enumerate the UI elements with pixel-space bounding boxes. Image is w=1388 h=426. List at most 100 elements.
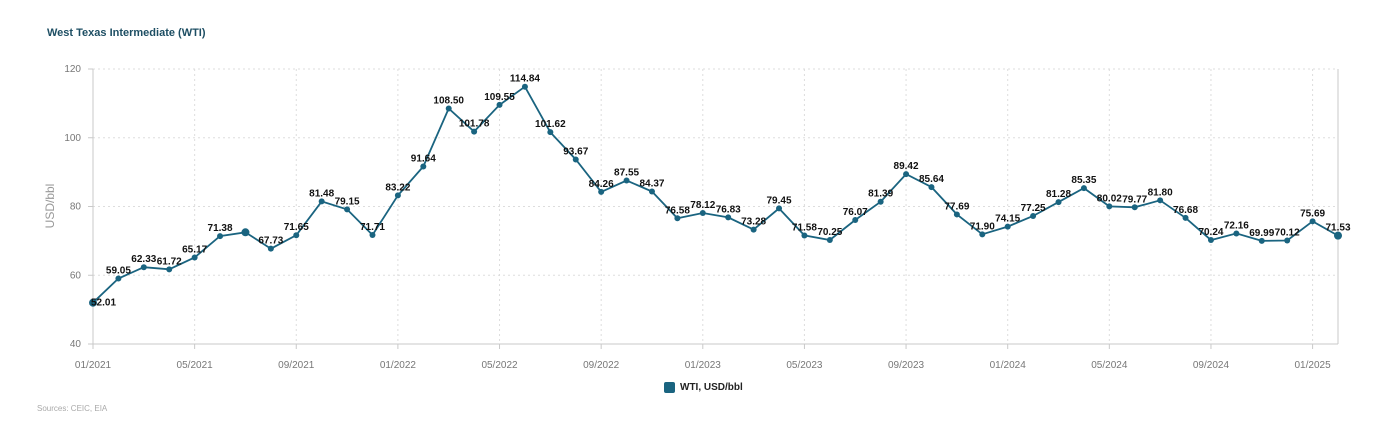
y-axis-label: USD/bbl [43, 184, 57, 229]
x-tick-label: 09/2024 [1193, 360, 1230, 371]
data-label: 101.62 [535, 119, 566, 130]
x-tick-label: 09/2021 [278, 360, 315, 371]
data-label: 70.24 [1198, 227, 1223, 238]
data-point[interactable] [521, 83, 528, 90]
data-label: 109.55 [484, 92, 515, 103]
data-point[interactable] [1157, 197, 1164, 204]
data-point[interactable] [903, 171, 910, 178]
data-point[interactable] [801, 232, 808, 239]
data-label: 114.84 [510, 74, 540, 85]
data-point[interactable] [1233, 230, 1240, 237]
data-point[interactable] [166, 266, 173, 273]
data-label: 84.26 [589, 179, 614, 190]
data-point[interactable] [953, 211, 960, 218]
data-point[interactable] [725, 214, 732, 221]
data-point[interactable] [1182, 214, 1189, 221]
y-tick-label: 60 [70, 270, 82, 281]
x-tick-label: 05/2021 [177, 360, 214, 371]
data-label: 77.69 [944, 201, 969, 212]
data-point[interactable] [191, 254, 198, 261]
data-label: 81.80 [1148, 187, 1173, 198]
data-label: 65.17 [182, 244, 207, 255]
data-label: 81.39 [868, 189, 893, 200]
x-tick-label: 05/2024 [1091, 360, 1128, 371]
data-point[interactable] [1309, 218, 1316, 225]
data-point[interactable] [267, 245, 274, 252]
y-tick-label: 100 [64, 133, 81, 144]
data-point[interactable] [648, 188, 655, 195]
data-point[interactable] [1334, 231, 1342, 240]
data-point[interactable] [674, 215, 681, 222]
data-point[interactable] [420, 163, 427, 170]
data-label: 74.15 [995, 214, 1020, 225]
data-label: 79.77 [1122, 194, 1147, 205]
data-point[interactable] [318, 198, 325, 205]
data-point[interactable] [1131, 204, 1138, 211]
data-point[interactable] [445, 105, 452, 112]
x-tick-label: 01/2021 [75, 360, 112, 371]
legend-label: WTI, USD/bbl [680, 382, 743, 393]
data-label: 89.42 [894, 161, 919, 172]
data-point[interactable] [877, 198, 884, 205]
data-label: 76.68 [1173, 205, 1198, 216]
data-point[interactable] [1106, 203, 1113, 210]
data-label: 101.78 [459, 119, 490, 130]
data-label: 81.28 [1046, 189, 1071, 200]
data-point[interactable] [1258, 237, 1265, 244]
data-point[interactable] [547, 129, 554, 136]
x-tick-label: 09/2022 [583, 360, 620, 371]
data-point[interactable] [1004, 223, 1011, 230]
y-tick-label: 120 [64, 64, 81, 75]
data-point[interactable] [750, 226, 757, 233]
data-point[interactable] [1207, 237, 1214, 244]
data-label: 72.16 [1224, 220, 1249, 231]
data-point[interactable] [394, 192, 401, 199]
data-point[interactable] [1080, 185, 1087, 192]
data-point[interactable] [572, 156, 579, 163]
data-point[interactable] [979, 231, 986, 238]
data-label: 83.22 [385, 182, 410, 193]
data-point[interactable] [369, 231, 376, 238]
legend[interactable]: WTI, USD/bbl [664, 382, 743, 393]
data-point[interactable] [1284, 237, 1291, 244]
chart-title: West Texas Intermediate (WTI) [47, 27, 206, 39]
data-label: 69.99 [1249, 228, 1274, 239]
data-point[interactable] [344, 206, 351, 213]
data-point[interactable] [140, 264, 147, 271]
data-point[interactable] [928, 184, 935, 191]
data-point[interactable] [699, 209, 706, 216]
data-label: 61.72 [157, 256, 182, 267]
data-point[interactable] [623, 177, 630, 184]
data-label: 77.25 [1021, 203, 1046, 214]
data-point[interactable] [826, 237, 833, 244]
data-point[interactable] [217, 233, 224, 240]
data-label: 79.15 [335, 196, 360, 207]
data-label: 70.12 [1275, 227, 1300, 238]
data-point[interactable] [1030, 212, 1037, 219]
data-label: 91.64 [411, 153, 436, 164]
data-point[interactable] [776, 205, 783, 212]
data-label: 76.58 [665, 205, 690, 216]
data-label: 108.50 [433, 96, 464, 107]
data-point[interactable] [115, 275, 122, 282]
data-label: 93.67 [563, 147, 588, 158]
data-point[interactable] [852, 217, 859, 224]
x-tick-label: 05/2023 [786, 360, 823, 371]
data-point[interactable] [241, 228, 250, 237]
x-tick-label: 09/2023 [888, 360, 925, 371]
data-point[interactable] [496, 101, 503, 108]
data-label: 52.01 [91, 298, 116, 309]
data-point[interactable] [1055, 199, 1062, 206]
data-label: 87.55 [614, 168, 639, 179]
data-point[interactable] [293, 232, 300, 239]
data-label: 71.65 [284, 222, 309, 233]
source-note: Sources: CEIC, EIA [37, 404, 108, 413]
data-label: 70.25 [817, 227, 842, 238]
data-label: 73.28 [741, 217, 766, 228]
y-tick-label: 40 [70, 339, 82, 350]
data-label: 71.71 [360, 222, 385, 233]
data-point[interactable] [89, 298, 97, 307]
data-point[interactable] [598, 188, 605, 195]
data-point[interactable] [471, 128, 478, 135]
